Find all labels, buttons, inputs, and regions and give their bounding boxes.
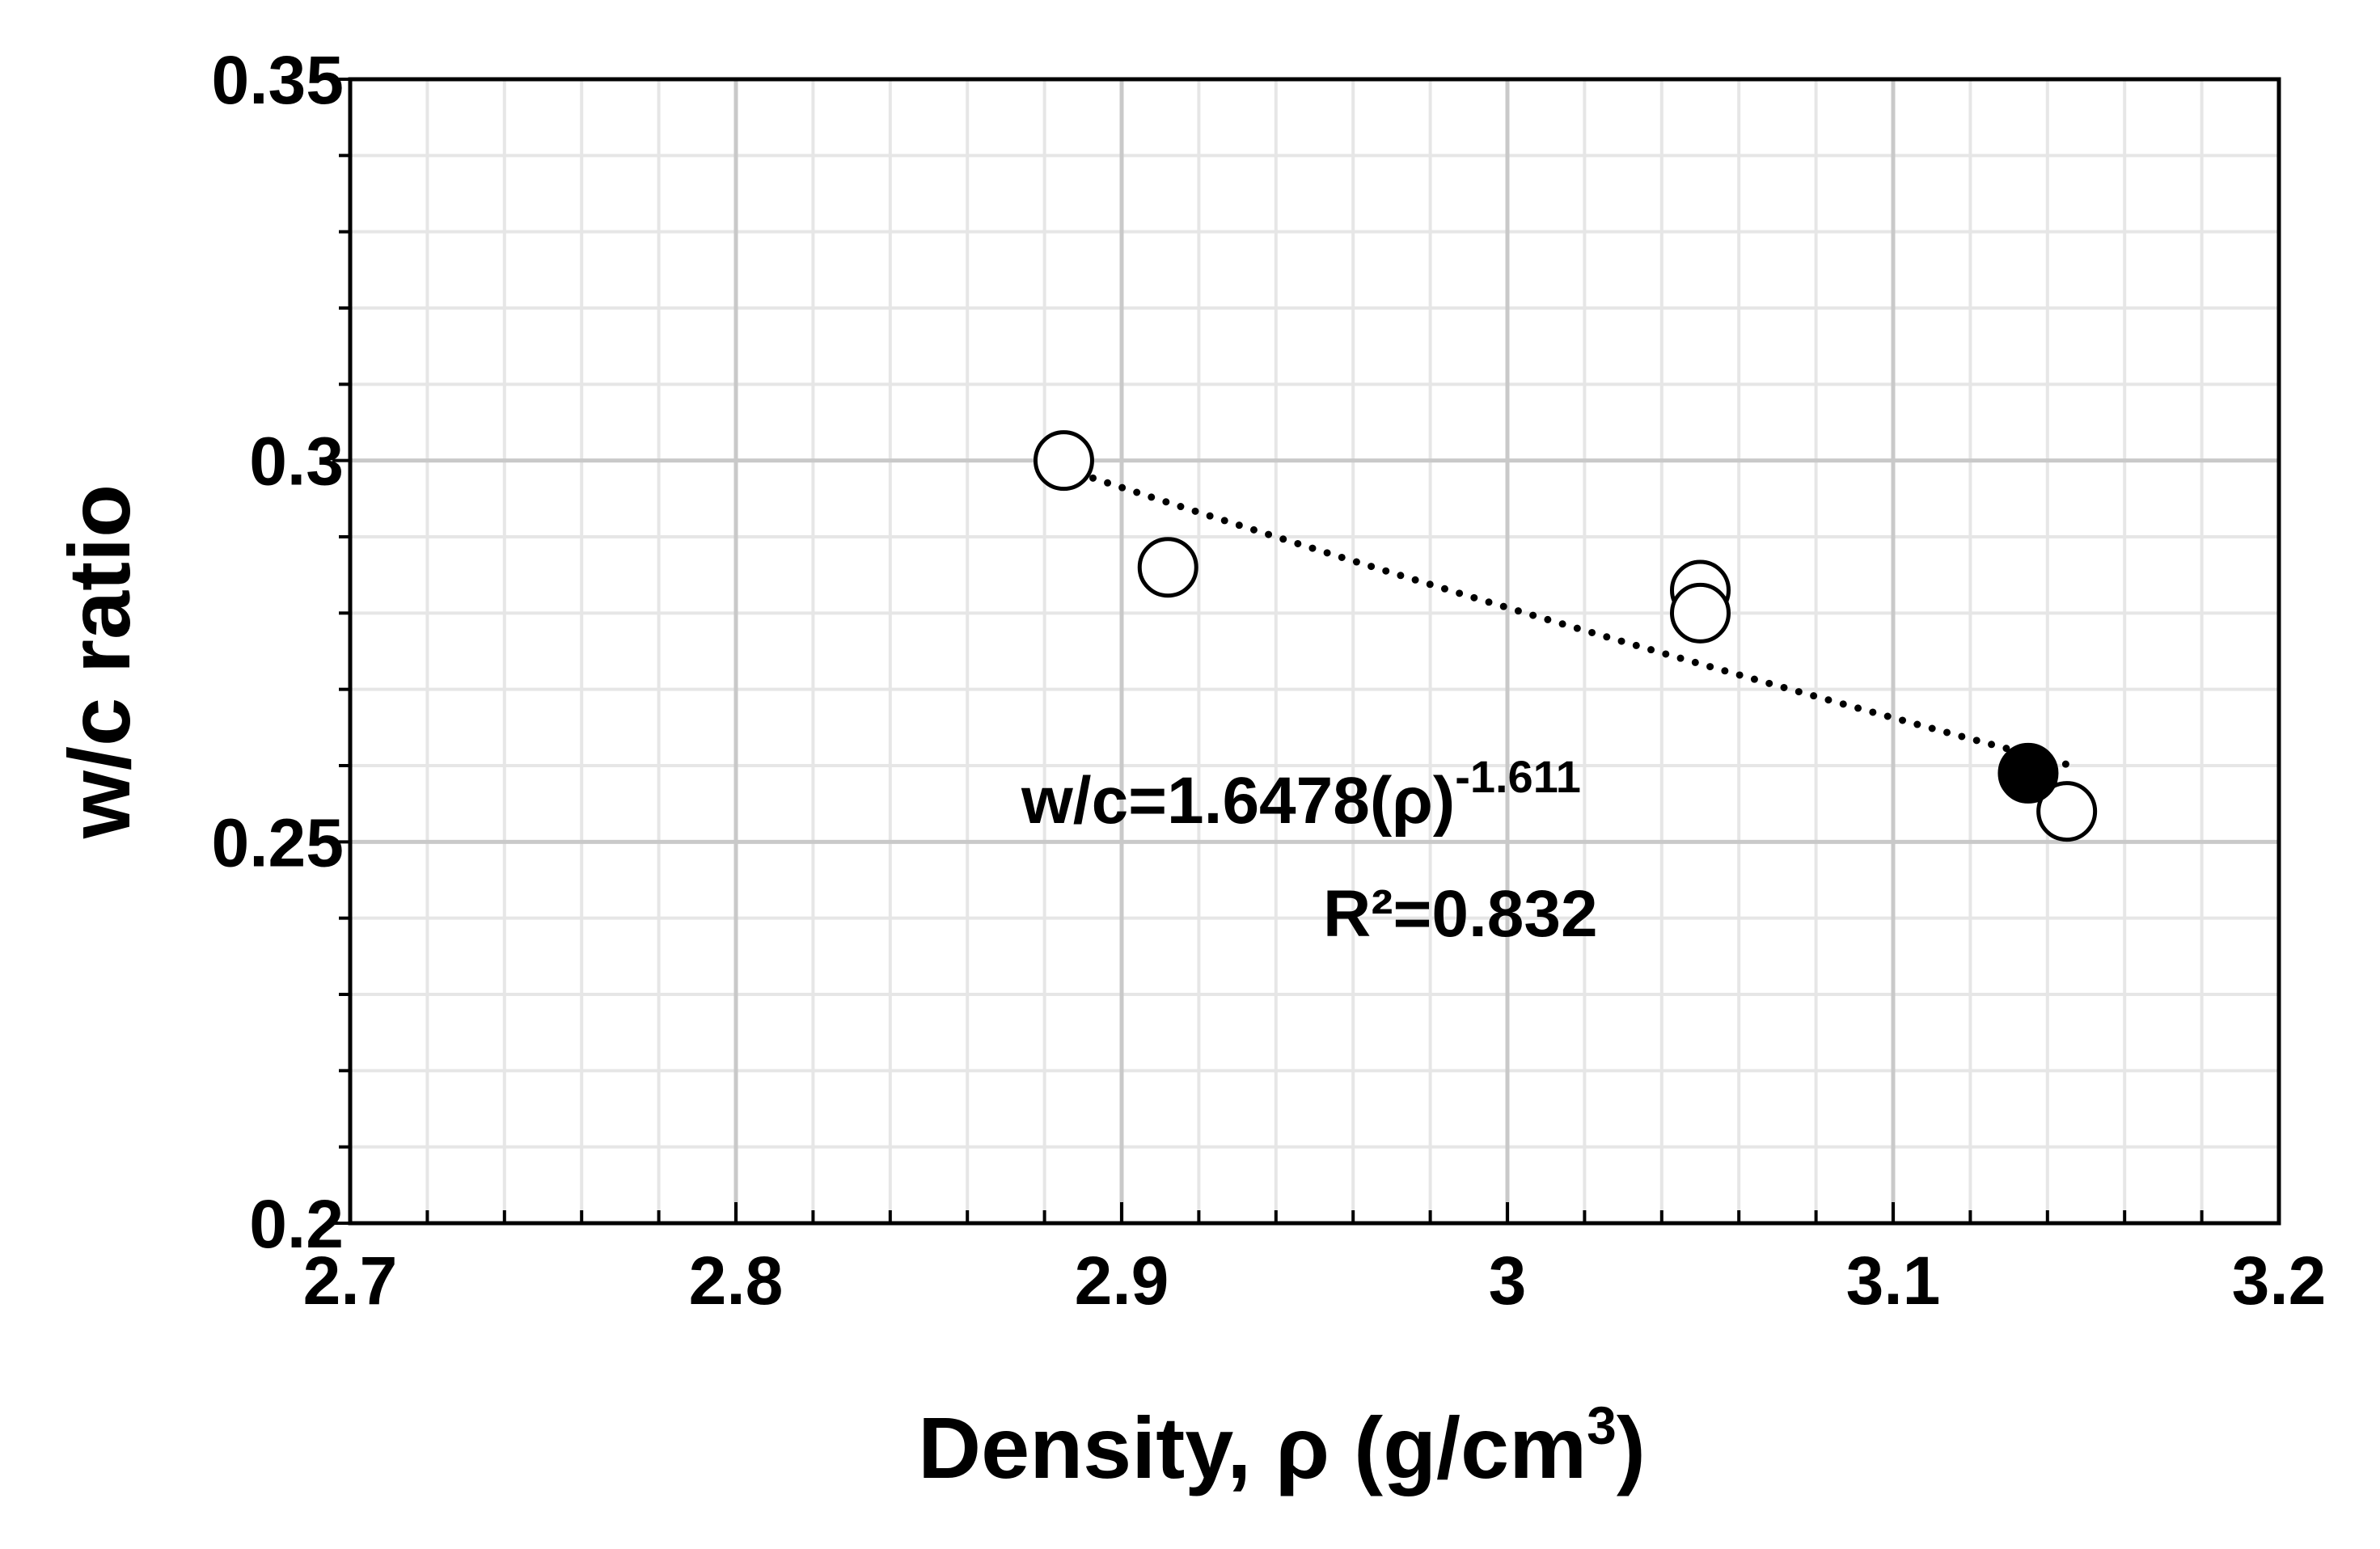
data-point-open bbox=[1137, 537, 1198, 598]
x-tick-label: 2.9 bbox=[1075, 1243, 1169, 1319]
x-axis-title-close: ) bbox=[1617, 1399, 1646, 1496]
minor-gridlines bbox=[350, 79, 2279, 1223]
r-squared-label: R²=0.832 bbox=[1323, 877, 1598, 951]
x-tick-label: 3 bbox=[1489, 1243, 1527, 1319]
axis-ticks bbox=[332, 78, 2281, 1225]
plot-frame bbox=[348, 77, 2281, 1226]
power-fit-line bbox=[1059, 465, 2071, 768]
x-tick-label: 3.2 bbox=[2232, 1243, 2327, 1319]
fit-equation: w/c=1.6478(ρ)-1.611 bbox=[1021, 751, 1581, 838]
x-axis-title-superscript: 3 bbox=[1587, 1395, 1617, 1455]
y-tick-label: 0.35 bbox=[212, 42, 345, 118]
y-axis-title: w/c ratio bbox=[50, 484, 148, 839]
y-tick-label: 0.3 bbox=[249, 424, 344, 500]
x-axis-title: Density, ρ (g/cm3) bbox=[918, 1395, 1646, 1496]
x-axis-title-main: Density, ρ (g/cm bbox=[918, 1399, 1587, 1496]
x-tick-label: 2.8 bbox=[689, 1243, 784, 1319]
fit-equation-main: w/c=1.6478(ρ) bbox=[1021, 764, 1455, 838]
data-point-filled bbox=[1997, 742, 2059, 804]
data-point-open bbox=[1670, 582, 1731, 644]
x-tick-label: 2.7 bbox=[303, 1243, 398, 1319]
x-axis-tick-labels: 2.7 2.8 2.9 3 3.1 3.2 bbox=[303, 1243, 2327, 1319]
y-tick-label: 0.25 bbox=[212, 804, 345, 880]
trendline bbox=[1059, 465, 2071, 768]
x-tick-label: 3.1 bbox=[1846, 1243, 1941, 1319]
data-point-open bbox=[1033, 430, 1094, 492]
fit-equation-exponent: -1.611 bbox=[1455, 751, 1581, 802]
data-points bbox=[1033, 430, 2098, 842]
y-axis-tick-labels: 0.2 0.25 0.3 0.35 bbox=[212, 42, 345, 1262]
y-tick-label: 0.2 bbox=[249, 1186, 344, 1262]
data-point-open bbox=[2036, 781, 2098, 842]
